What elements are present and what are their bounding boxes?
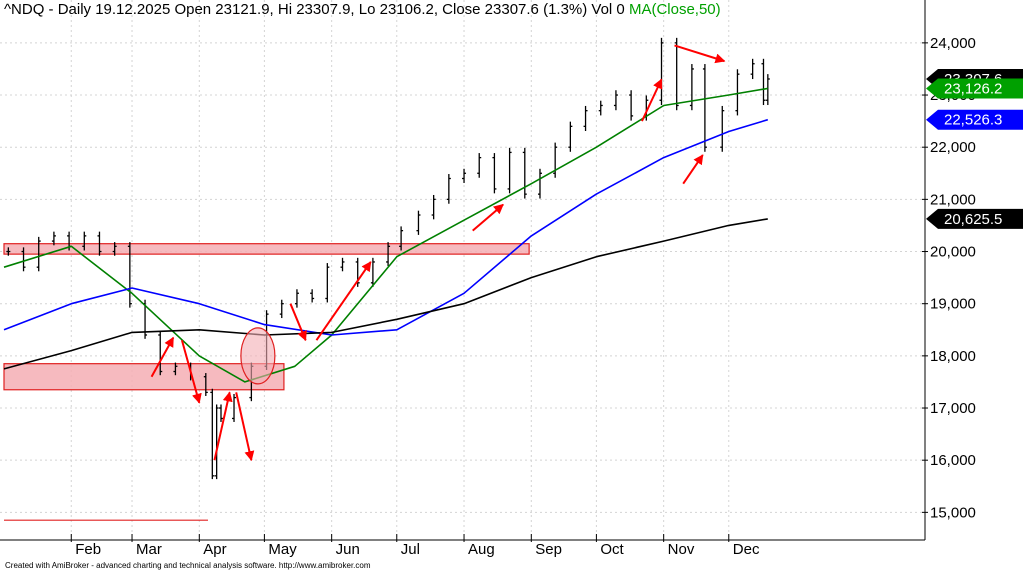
value-tag-label: 20,625.5: [944, 211, 1002, 228]
trend-arrow: [180, 339, 202, 404]
annotations: [150, 44, 726, 462]
value-tags: 23,307.623,126.222,526.320,625.5: [926, 68, 1023, 229]
value-tag-label: 23,126.2: [944, 80, 1002, 97]
value-tag-label: 22,526.3: [944, 112, 1002, 129]
x-tick-label: Jul: [400, 541, 420, 558]
y-tick-label: 20,000: [930, 244, 976, 261]
y-tick-label: 16,000: [930, 452, 976, 469]
x-tick-label: Oct: [600, 541, 624, 558]
trend-arrow: [315, 261, 372, 341]
grid-layer: [0, 0, 925, 540]
value-tag-box: [926, 78, 1023, 99]
value-tag-box: [926, 208, 1023, 229]
trend-arrow: [682, 154, 704, 185]
series-layer: [3, 37, 770, 480]
x-tick-label: Jun: [335, 541, 360, 558]
trend-arrow: [472, 203, 504, 232]
y-tick-label: 21,000: [930, 191, 976, 208]
x-tick-label: Apr: [203, 541, 227, 558]
y-tick-label: 22,000: [930, 139, 976, 156]
value-tag: 22,526.3: [926, 109, 1023, 130]
y-tick-label: 18,000: [930, 348, 976, 365]
value-tag: 20,625.5: [926, 208, 1023, 229]
value-tag: 23,126.2: [926, 78, 1023, 99]
y-tick-label: 19,000: [930, 296, 976, 313]
chart-header: ^NDQ - Daily 19.12.2025 Open 23121.9, Hi…: [4, 1, 721, 18]
y-tick-label: 24,000: [930, 35, 976, 52]
trend-arrow: [235, 392, 255, 462]
support-zones: [3, 243, 530, 521]
x-tick-label: May: [268, 541, 297, 558]
price-series: [6, 37, 770, 480]
trend-arrow: [150, 336, 175, 378]
trend-arrow: [289, 303, 307, 342]
x-tick-label: Feb: [75, 541, 102, 558]
ma-close-100-line: [3, 118, 769, 336]
highlight-ellipse: [240, 327, 276, 385]
x-tick-label: Nov: [667, 541, 695, 558]
ma-close-200-line: [3, 218, 768, 370]
trend-arrow: [213, 391, 233, 461]
value-tag-box: [926, 109, 1023, 130]
y-tick-label: 17,000: [930, 400, 976, 417]
trend-arrow: [674, 44, 726, 64]
x-tick-label: Aug: [468, 541, 495, 558]
x-tick-label: Mar: [136, 541, 162, 558]
x-tick-label: Sep: [535, 541, 562, 558]
credit-line: Created with AmiBroker - advanced charti…: [5, 561, 371, 570]
ma-label: MA(Close,50): [628, 1, 721, 18]
ma-close-50-line: [3, 87, 768, 383]
y-axis: 15,000 16,000 17,000 18,000 19,000 20,000 21,0…: [0, 0, 976, 542]
y-tick-label: 15,000: [930, 504, 976, 521]
trend-arrow: [641, 78, 663, 122]
x-tick-label: Dec: [732, 541, 760, 558]
support-zone: [3, 243, 530, 255]
symbol-line: ^NDQ - Daily 19.12.2025 Open 23121.9, Hi…: [4, 1, 625, 18]
